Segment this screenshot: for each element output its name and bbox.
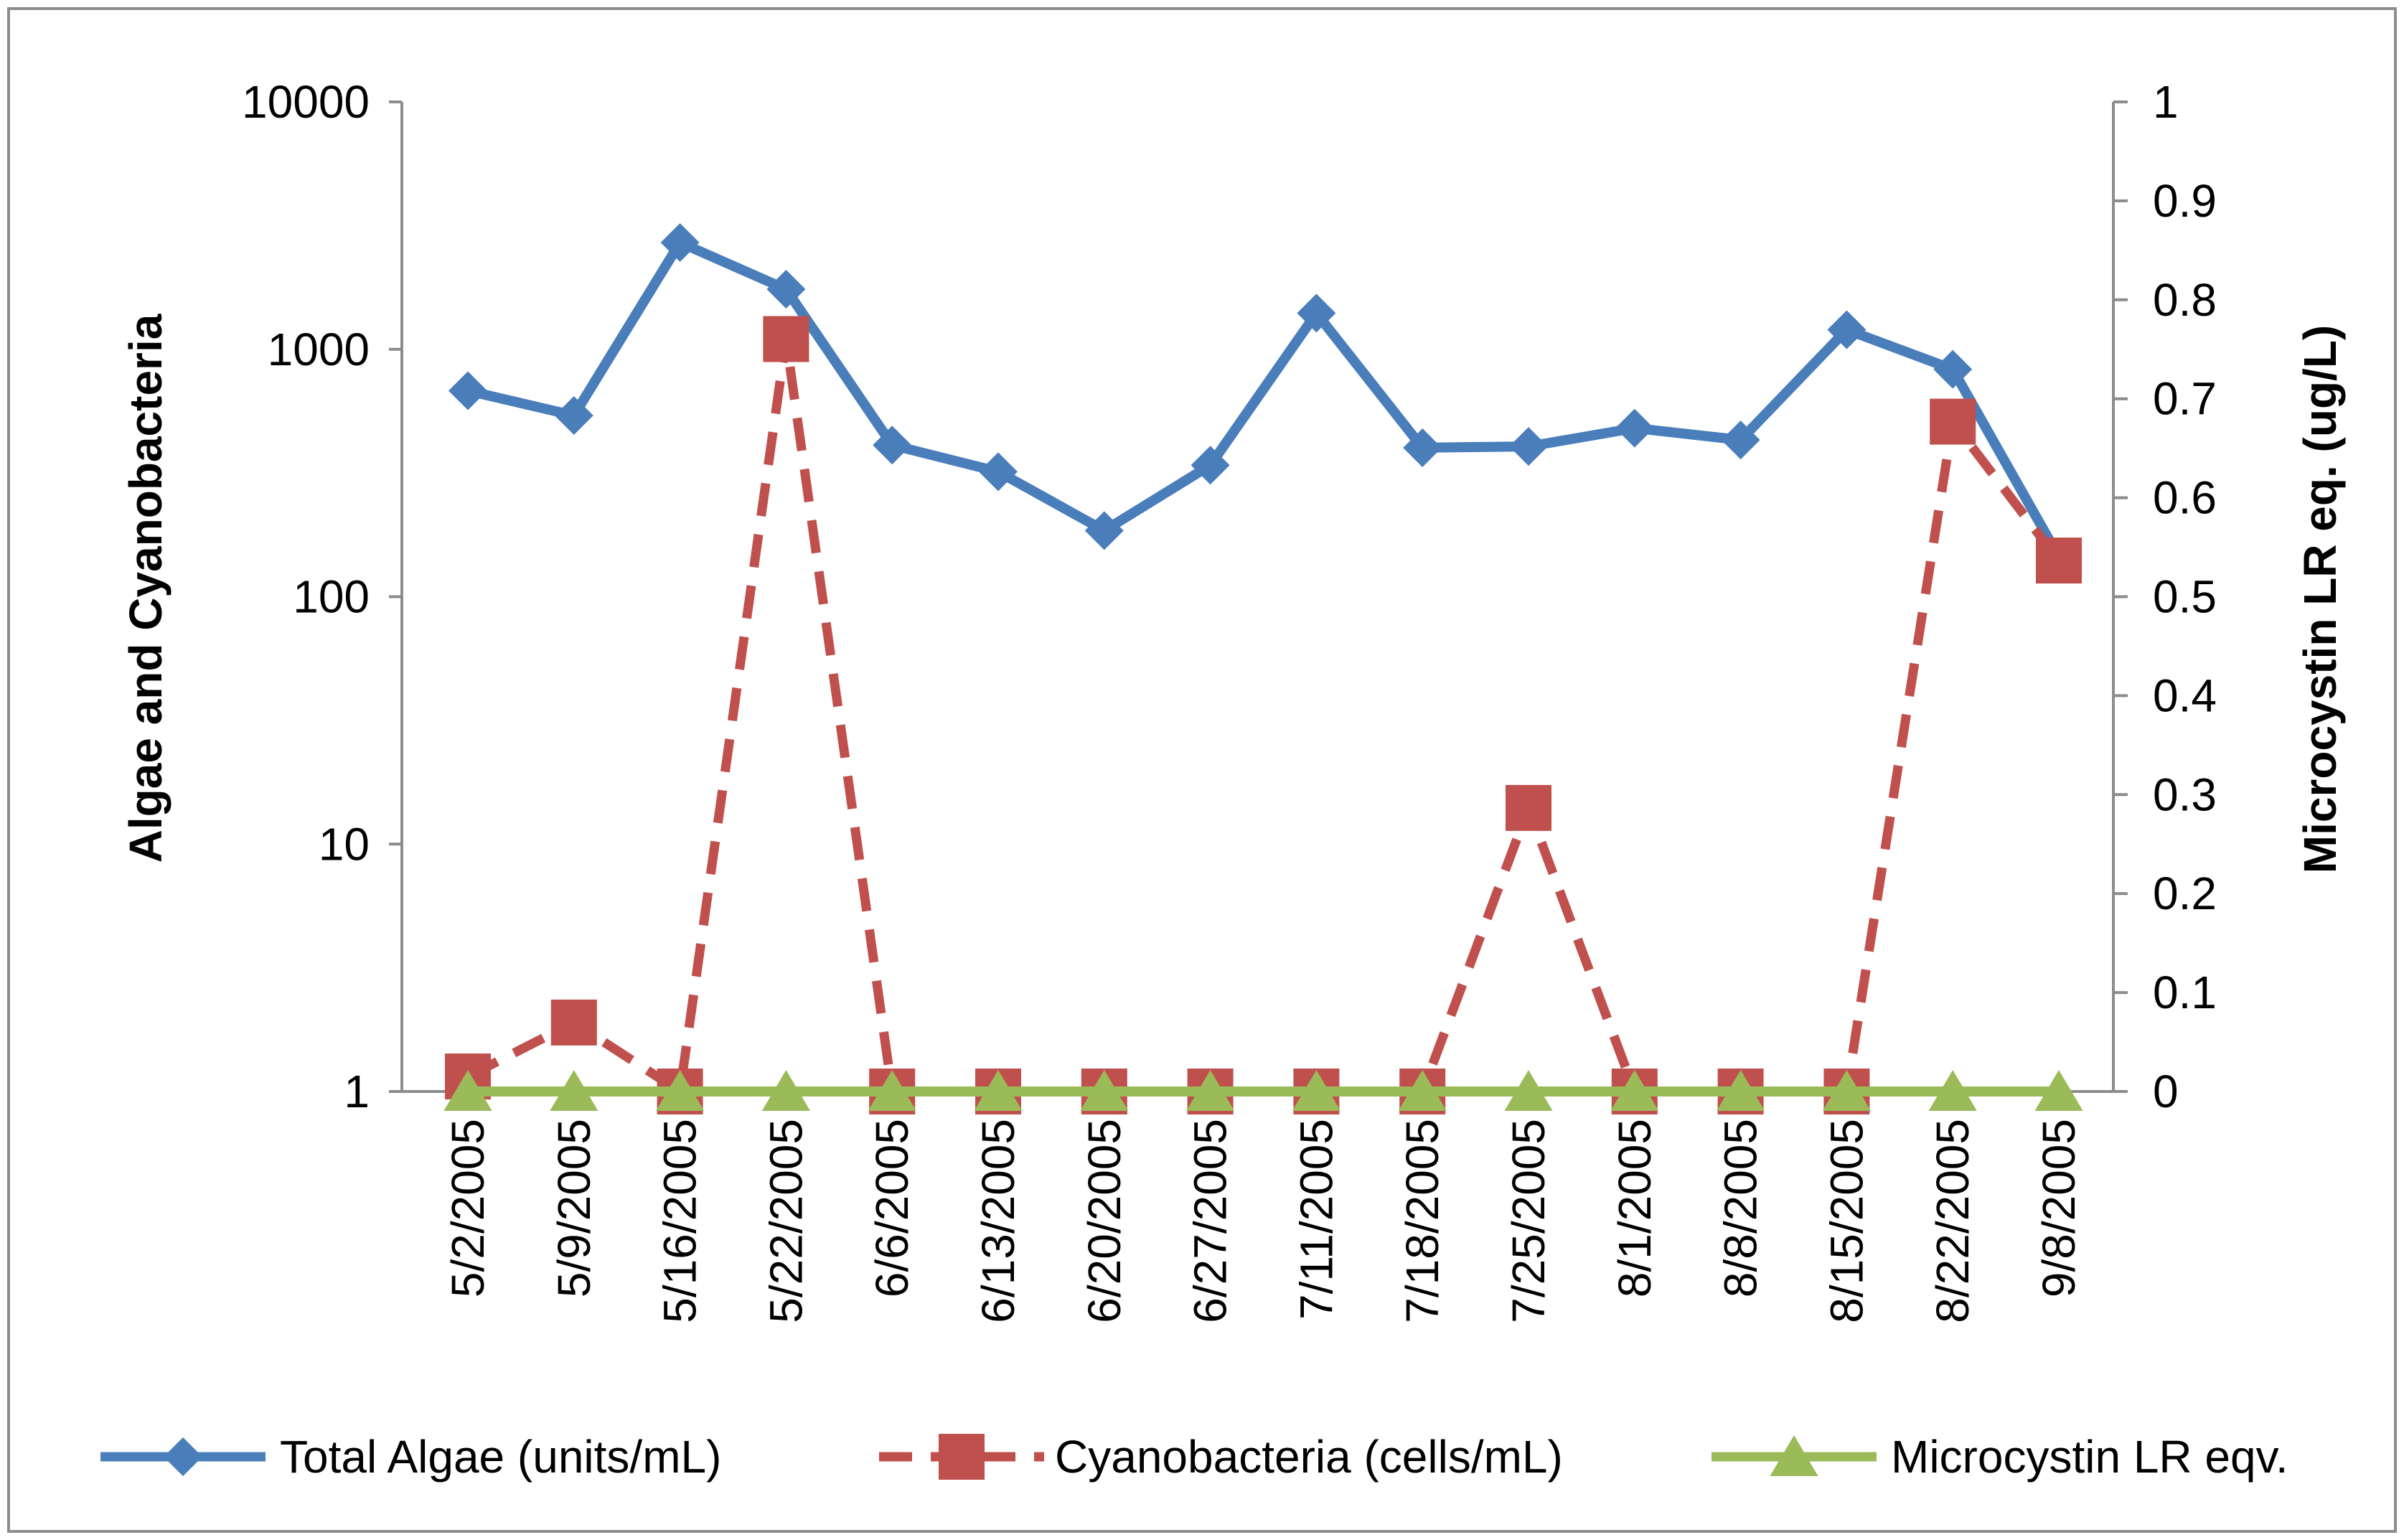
series-3-point [1186,1070,1235,1111]
x-tick-label: 6/13/2005 [972,1119,1024,1323]
series-2-point [1930,398,1976,445]
series-1-point [449,371,487,410]
y-right-tick-label: 0.7 [2153,373,2217,425]
series-3-point [1928,1070,1977,1111]
y-right-tick-label: 0.1 [2153,967,2217,1018]
legend-item-1: Total Algae (units/mL) [100,1431,721,1483]
y-left-tick-label: 10000 [242,76,370,128]
series-2-point [550,999,597,1046]
x-tick-label: 7/18/2005 [1396,1119,1448,1323]
x-tick-label: 5/16/2005 [654,1119,706,1323]
chart-border [7,7,2397,1533]
series-3-point [443,1070,492,1111]
legend-marker-1 [164,1437,202,1476]
x-tick-label: 8/22/2005 [1927,1119,1978,1323]
series-1-point [554,396,593,436]
series-3-point [656,1070,705,1111]
y-right-tick-label: 1 [2153,76,2179,128]
series-3-point [2034,1070,2083,1111]
series-1-point [1191,446,1230,485]
legend: Total Algae (units/mL) Cyanobacteria (cel… [100,1431,2288,1483]
series-2-point [763,316,809,362]
series-3-point [974,1070,1023,1111]
x-tick-label: 6/27/2005 [1185,1119,1236,1323]
legend-marker-2 [939,1434,985,1480]
series-1-point [1403,428,1442,467]
y-left-tick-label: 100 [293,571,370,623]
y-right-tick-label: 0.4 [2153,670,2217,721]
series-1-point [1827,310,1867,349]
series-3-point [1610,1070,1659,1111]
x-tick-label: 8/8/2005 [1715,1119,1767,1297]
y-left-tick-label: 1 [344,1066,370,1117]
x-tick-label: 5/9/2005 [548,1119,600,1297]
series-3-point [1717,1070,1765,1111]
y-right-tick-label: 0.9 [2153,175,2217,227]
series-3-point [1292,1070,1340,1111]
series-3-point [761,1070,810,1111]
y-left-tick-label: 1000 [268,324,370,375]
y-right-tick-label: 0.6 [2153,472,2217,524]
x-tick-label: 7/11/2005 [1290,1119,1342,1320]
series-3-point [1398,1070,1447,1111]
y-right-tick-label: 0.5 [2153,571,2217,623]
legend-marker-3 [1770,1435,1818,1476]
series-1-point [979,452,1018,492]
x-tick-label: 5/2/2005 [442,1119,494,1297]
y-axis-title-left: Algae and Cyanobacteria [120,314,172,863]
x-tick-label: 5/22/2005 [760,1119,812,1323]
x-tick-label: 8/15/2005 [1821,1119,1872,1323]
legend-item-3: Microcystin LR eqv. [1712,1431,2288,1483]
series-3-point [550,1070,598,1111]
series-3-group [443,1070,2083,1111]
series-1-point [1721,421,1760,460]
series-1-point [766,269,806,309]
series-2-point [1506,784,1551,831]
series-3-point [1822,1070,1871,1111]
series-1-point [1509,427,1548,466]
x-tick-label: 9/8/2005 [2033,1119,2085,1297]
x-tick-label: 6/6/2005 [866,1119,918,1297]
y-left-tick-label: 10 [319,818,370,870]
legend-item-2: Cyanobacteria (cells/mL) [879,1431,1563,1483]
series-1-point [1084,511,1124,550]
series-2-point [2036,537,2082,584]
legend-label-1: Total Algae (units/mL) [280,1431,721,1483]
series-1-point [1615,408,1654,448]
x-tick-label: 7/25/2005 [1503,1119,1554,1323]
legend-label-2: Cyanobacteria (cells/mL) [1055,1431,1563,1483]
series-1-point [660,223,700,263]
series-1-point [873,426,912,465]
y-right-tick-label: 0.3 [2153,769,2217,820]
axes-group: 1 10 100 1000 10000 0 0.1 0.2 0.3 0.4 0.5 0.6 0.7 0.8… [242,76,2217,1323]
y-right-tick-label: 0.2 [2153,868,2217,919]
series-1-line [463,238,2064,562]
series-3-point [1504,1070,1553,1111]
y-right-tick-label: 0.8 [2153,274,2217,326]
series-1-point [1297,294,1336,333]
y-axis-title-right: Microcystin LR eq. (ug/L) [2294,325,2346,873]
legend-label-3: Microcystin LR eqv. [1891,1431,2288,1483]
y-right-tick-label: 0 [2153,1066,2179,1117]
series-1-point [1933,349,1973,389]
x-tick-label: 8/1/2005 [1609,1119,1661,1297]
x-tick-label: 6/20/2005 [1079,1119,1130,1323]
series-3-point [1080,1070,1129,1111]
series-3-point [868,1070,916,1111]
series-group [443,223,2083,1114]
